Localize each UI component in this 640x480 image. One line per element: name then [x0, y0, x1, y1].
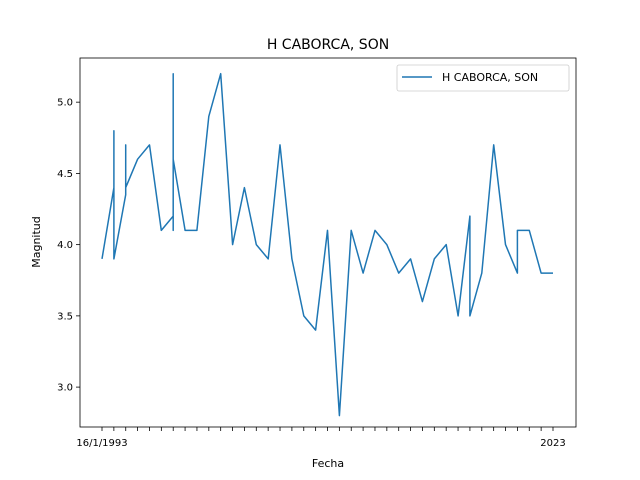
- x-axis: 16/1/1993 2023: [76, 427, 566, 449]
- x-tick-label: 16/1/1993: [76, 438, 127, 449]
- x-tick-label: 2023: [540, 438, 565, 449]
- plot-area: [79, 57, 577, 428]
- y-tick-label: 5.0: [57, 98, 73, 109]
- y-tick-label: 4.0: [57, 240, 73, 251]
- legend-label: H CABORCA, SON: [442, 71, 538, 84]
- y-tick-label: 4.5: [57, 169, 73, 180]
- y-axis: 3.0 3.5 4.0 4.5 5.0: [57, 98, 80, 394]
- y-tick-label: 3.5: [57, 311, 73, 322]
- series-line: [101, 72, 553, 417]
- legend: H CABORCA, SON: [396, 64, 570, 92]
- y-axis-label: Magnitud: [30, 216, 43, 268]
- x-axis-label: Fecha: [312, 457, 344, 470]
- chart-title: H CABORCA, SON: [267, 37, 389, 53]
- legend-box: [396, 64, 570, 92]
- y-tick-label: 3.0: [57, 383, 73, 394]
